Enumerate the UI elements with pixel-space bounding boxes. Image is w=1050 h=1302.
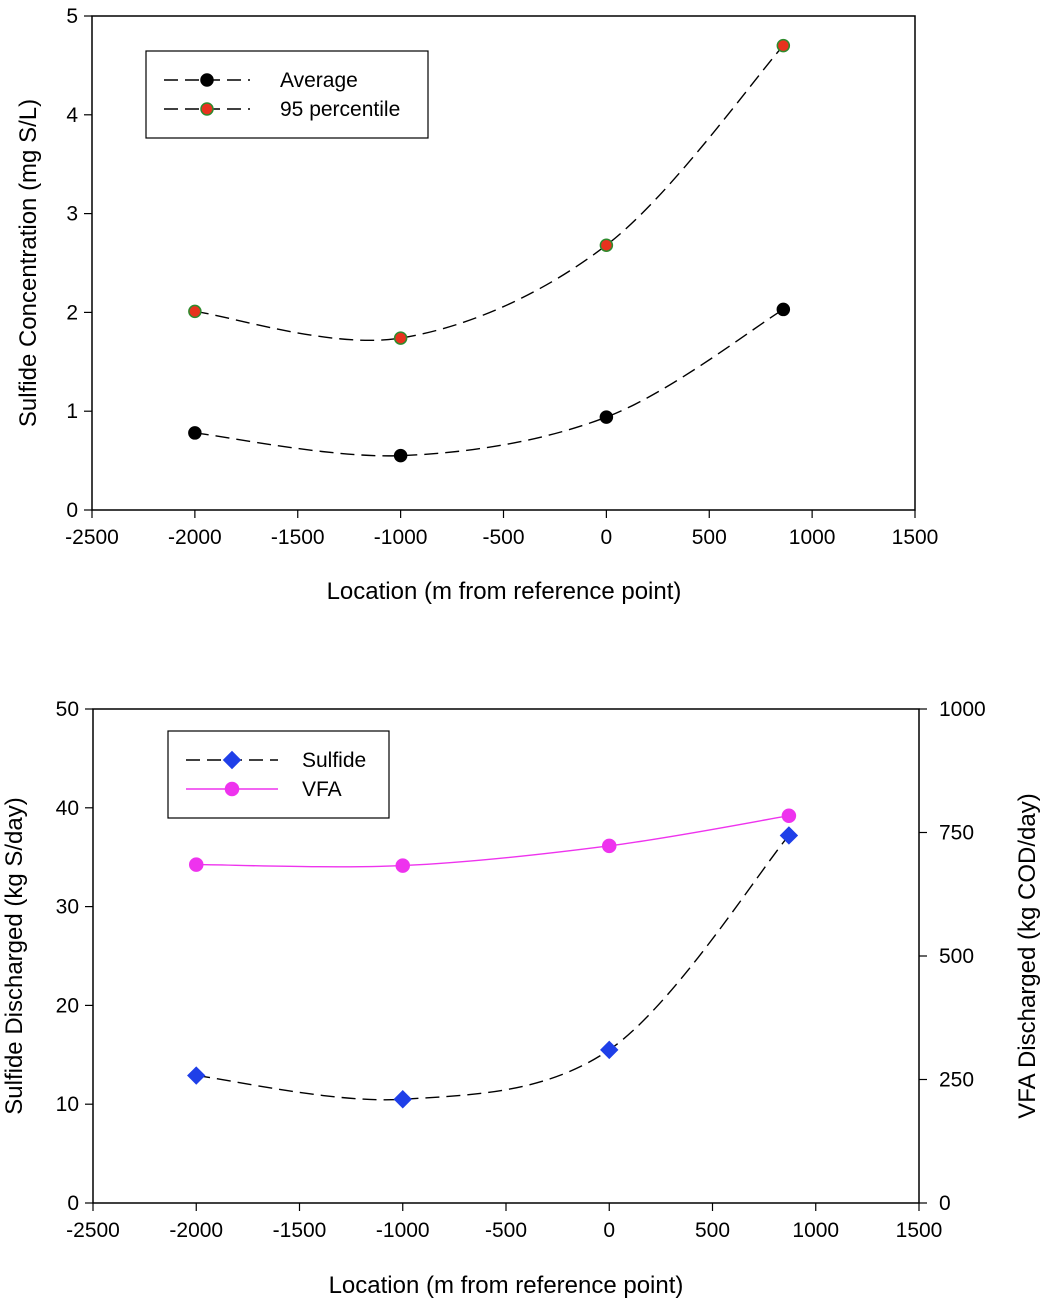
legend: Sulfide VFA: [167, 730, 390, 819]
y2-axis-title: VFA Discharged (kg COD/day): [1014, 793, 1041, 1118]
data-point-sulfide: [779, 826, 799, 845]
y-tick-label: 3: [66, 203, 78, 226]
y2-tick-label: 250: [939, 1069, 974, 1092]
legend-swatch-marker-sulfide: [222, 750, 242, 770]
y2-axis-ticks: 0 250 500 750 1000: [919, 698, 986, 1215]
x-tick-label: 500: [692, 526, 727, 549]
x-tick-label: -1500: [271, 526, 325, 549]
y-tick-label: 50: [56, 698, 79, 721]
legend-swatch-marker-average: [200, 73, 214, 87]
data-point-average: [393, 448, 408, 463]
data-point-average: [776, 302, 791, 317]
x-tick-label: 1500: [896, 1219, 943, 1242]
data-point-sulfide: [187, 1066, 206, 1085]
chart-sulfide-concentration: -2500 -2000 -1500 -1000 -500 0 500 1000 1500 0 1 2…: [15, 5, 938, 605]
y-axis-title: Sulfide Discharged (kg S/day): [1, 797, 28, 1114]
x-tick-label: -500: [485, 1219, 527, 1242]
legend-swatch-marker-95-percentile: [200, 102, 214, 116]
series-lines: [194, 45, 784, 457]
y-tick-label: 10: [56, 1093, 79, 1116]
x-tick-label: -1500: [273, 1219, 327, 1242]
series-line-sulfide: [196, 835, 790, 1101]
x-axis-title: Location (m from reference point): [329, 1272, 684, 1299]
data-point-average: [188, 426, 202, 440]
y-tick-label: 0: [67, 1192, 79, 1215]
y-tick-label: 5: [66, 5, 78, 28]
x-axis-ticks: -2500 -2000 -1500 -1000 -500 0 500 1000 1500: [66, 1203, 942, 1242]
legend-label-average: Average: [280, 69, 358, 92]
y-tick-label: 20: [56, 994, 79, 1017]
data-point-sulfide: [600, 1040, 619, 1060]
data-point-vfa: [189, 857, 204, 872]
y2-tick-label: 1000: [939, 698, 986, 721]
series-points: [187, 808, 799, 1109]
y2-tick-label: 500: [939, 945, 974, 968]
data-point-95-percentile: [393, 331, 408, 345]
series-line-vfa: [196, 815, 790, 868]
x-axis-title: Location (m from reference point): [327, 578, 682, 605]
x-tick-label: -1000: [376, 1219, 430, 1242]
data-point-95-percentile: [188, 304, 202, 319]
x-tick-label: -2000: [168, 526, 222, 549]
data-point-vfa: [602, 838, 617, 854]
y2-tick-label: 0: [939, 1192, 951, 1215]
series-points: [188, 38, 791, 463]
y-tick-label: 2: [66, 301, 78, 324]
x-tick-label: -1000: [374, 526, 428, 549]
x-tick-label: -2000: [169, 1219, 223, 1242]
legend: Average 95 percentile: [145, 50, 429, 139]
series-lines: [196, 815, 790, 1101]
legend-box: [145, 50, 429, 139]
y-tick-label: 0: [66, 499, 78, 522]
data-point-vfa: [395, 858, 410, 873]
y-tick-label: 30: [56, 896, 79, 919]
data-point-average: [599, 410, 614, 424]
x-axis-ticks: -2500 -2000 -1500 -1000 -500 0 500 1000 1500: [65, 510, 938, 549]
y2-tick-label: 750: [939, 822, 974, 845]
y-tick-label: 1: [66, 400, 78, 423]
series-line-average: [194, 308, 784, 457]
y-axis-title: Sulfide Concentration (mg S/L): [15, 99, 42, 427]
x-tick-label: -2500: [65, 526, 119, 549]
x-tick-label: 500: [695, 1219, 730, 1242]
y-tick-label: 4: [66, 104, 78, 127]
x-tick-label: 1000: [789, 526, 836, 549]
legend-label-vfa: VFA: [302, 778, 342, 801]
legend-label-sulfide: Sulfide: [302, 749, 366, 772]
y-axis-ticks: 0 1 2 3 4 5: [66, 5, 92, 522]
chart-sulfide-vfa-discharged: -2500 -2000 -1500 -1000 -500 0 500 1000 1500 010…: [1, 698, 1041, 1299]
data-point-vfa: [781, 808, 797, 823]
data-point-95-percentile: [599, 238, 614, 252]
y-axis-ticks: 0 10 20 30 40 50: [56, 698, 93, 1215]
legend-box: [167, 730, 390, 819]
legend-swatch-marker-vfa: [224, 781, 240, 797]
x-tick-label: 0: [603, 1219, 615, 1242]
x-tick-label: -2500: [66, 1219, 120, 1242]
y-tick-label: 40: [56, 797, 79, 820]
series-line-95-percentile: [194, 45, 784, 342]
data-point-95-percentile: [776, 38, 791, 53]
x-tick-label: 1500: [892, 526, 939, 549]
x-tick-label: 0: [601, 526, 613, 549]
x-tick-label: 1000: [792, 1219, 839, 1242]
data-point-sulfide: [393, 1090, 412, 1109]
legend-label-95-percentile: 95 percentile: [280, 98, 400, 121]
x-tick-label: -500: [482, 526, 524, 549]
